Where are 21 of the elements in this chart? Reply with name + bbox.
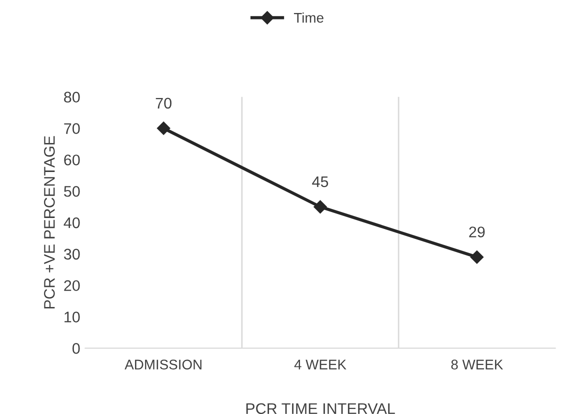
x-tick-label: ADMISSION xyxy=(124,360,202,370)
x-tick-label: 4 WEEK xyxy=(294,360,346,370)
legend-label: Time xyxy=(294,12,324,23)
y-tick-label: 60 xyxy=(64,154,80,166)
y-tick-label: 80 xyxy=(64,92,80,103)
y-tick-label: 50 xyxy=(64,186,80,197)
data-label: 45 xyxy=(312,176,328,188)
y-tick-label: 20 xyxy=(64,280,80,292)
x-tick-label: 8 WEEK xyxy=(451,360,504,370)
data-label: 29 xyxy=(469,226,485,238)
y-tick-label: 0 xyxy=(72,343,80,354)
point xyxy=(314,200,327,214)
data-label: 70 xyxy=(156,98,172,109)
point xyxy=(470,250,484,264)
y-axis-title: PCR +VE PERCENTAGE xyxy=(44,136,55,308)
y-tick-label: 40 xyxy=(64,217,80,228)
y-tick-label: 10 xyxy=(64,312,80,322)
x-axis-title: PCR TIME INTERVAL xyxy=(246,403,395,414)
point xyxy=(156,122,170,135)
y-tick-label: 30 xyxy=(64,248,80,260)
y-tick-label: 70 xyxy=(64,123,80,134)
